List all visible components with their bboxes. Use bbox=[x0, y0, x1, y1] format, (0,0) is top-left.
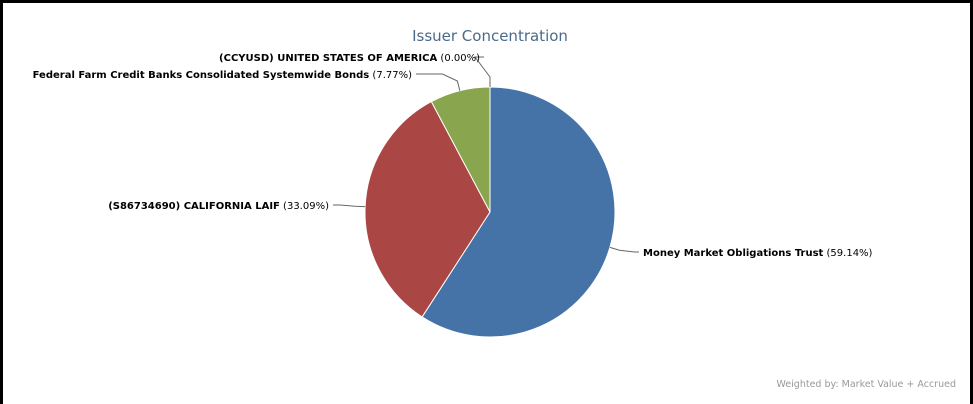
pie-slice-money-market-obligations-trust[interactable] bbox=[421, 86, 616, 338]
issuer-concentration-chart: Issuer Concentration Money Market Obliga… bbox=[33, 27, 956, 390]
pie-slice-s86734690-california-laif[interactable] bbox=[364, 100, 491, 318]
leader-line-federal-farm-credit-banks-consolidated-systemwide-bonds bbox=[416, 73, 461, 91]
leader-line-s86734690-california-laif bbox=[333, 204, 366, 208]
leader-line-money-market-obligations-trust bbox=[609, 246, 639, 253]
chart-footnote: Weighted by: Market Value + Accrued bbox=[776, 379, 956, 390]
pie-slice-federal-farm-credit-banks-consolidated-systemwide-bonds[interactable] bbox=[430, 86, 491, 213]
chart-title: Issuer Concentration bbox=[412, 27, 568, 45]
data-label-federal-farm-credit-banks-consolidated-systemwide-bonds: Federal Farm Credit Banks Consolidated S… bbox=[33, 70, 412, 81]
leader-line-ccyusd-united-states-of-america bbox=[474, 56, 491, 87]
data-label-money-market-obligations-trust: Money Market Obligations Trust (59.14%) bbox=[643, 248, 873, 259]
data-label-ccyusd-united-states-of-america: (CCYUSD) UNITED STATES OF AMERICA (0.00%… bbox=[219, 53, 480, 64]
data-label-s86734690-california-laif: (S86734690) CALIFORNIA LAIF (33.09%) bbox=[108, 201, 329, 212]
